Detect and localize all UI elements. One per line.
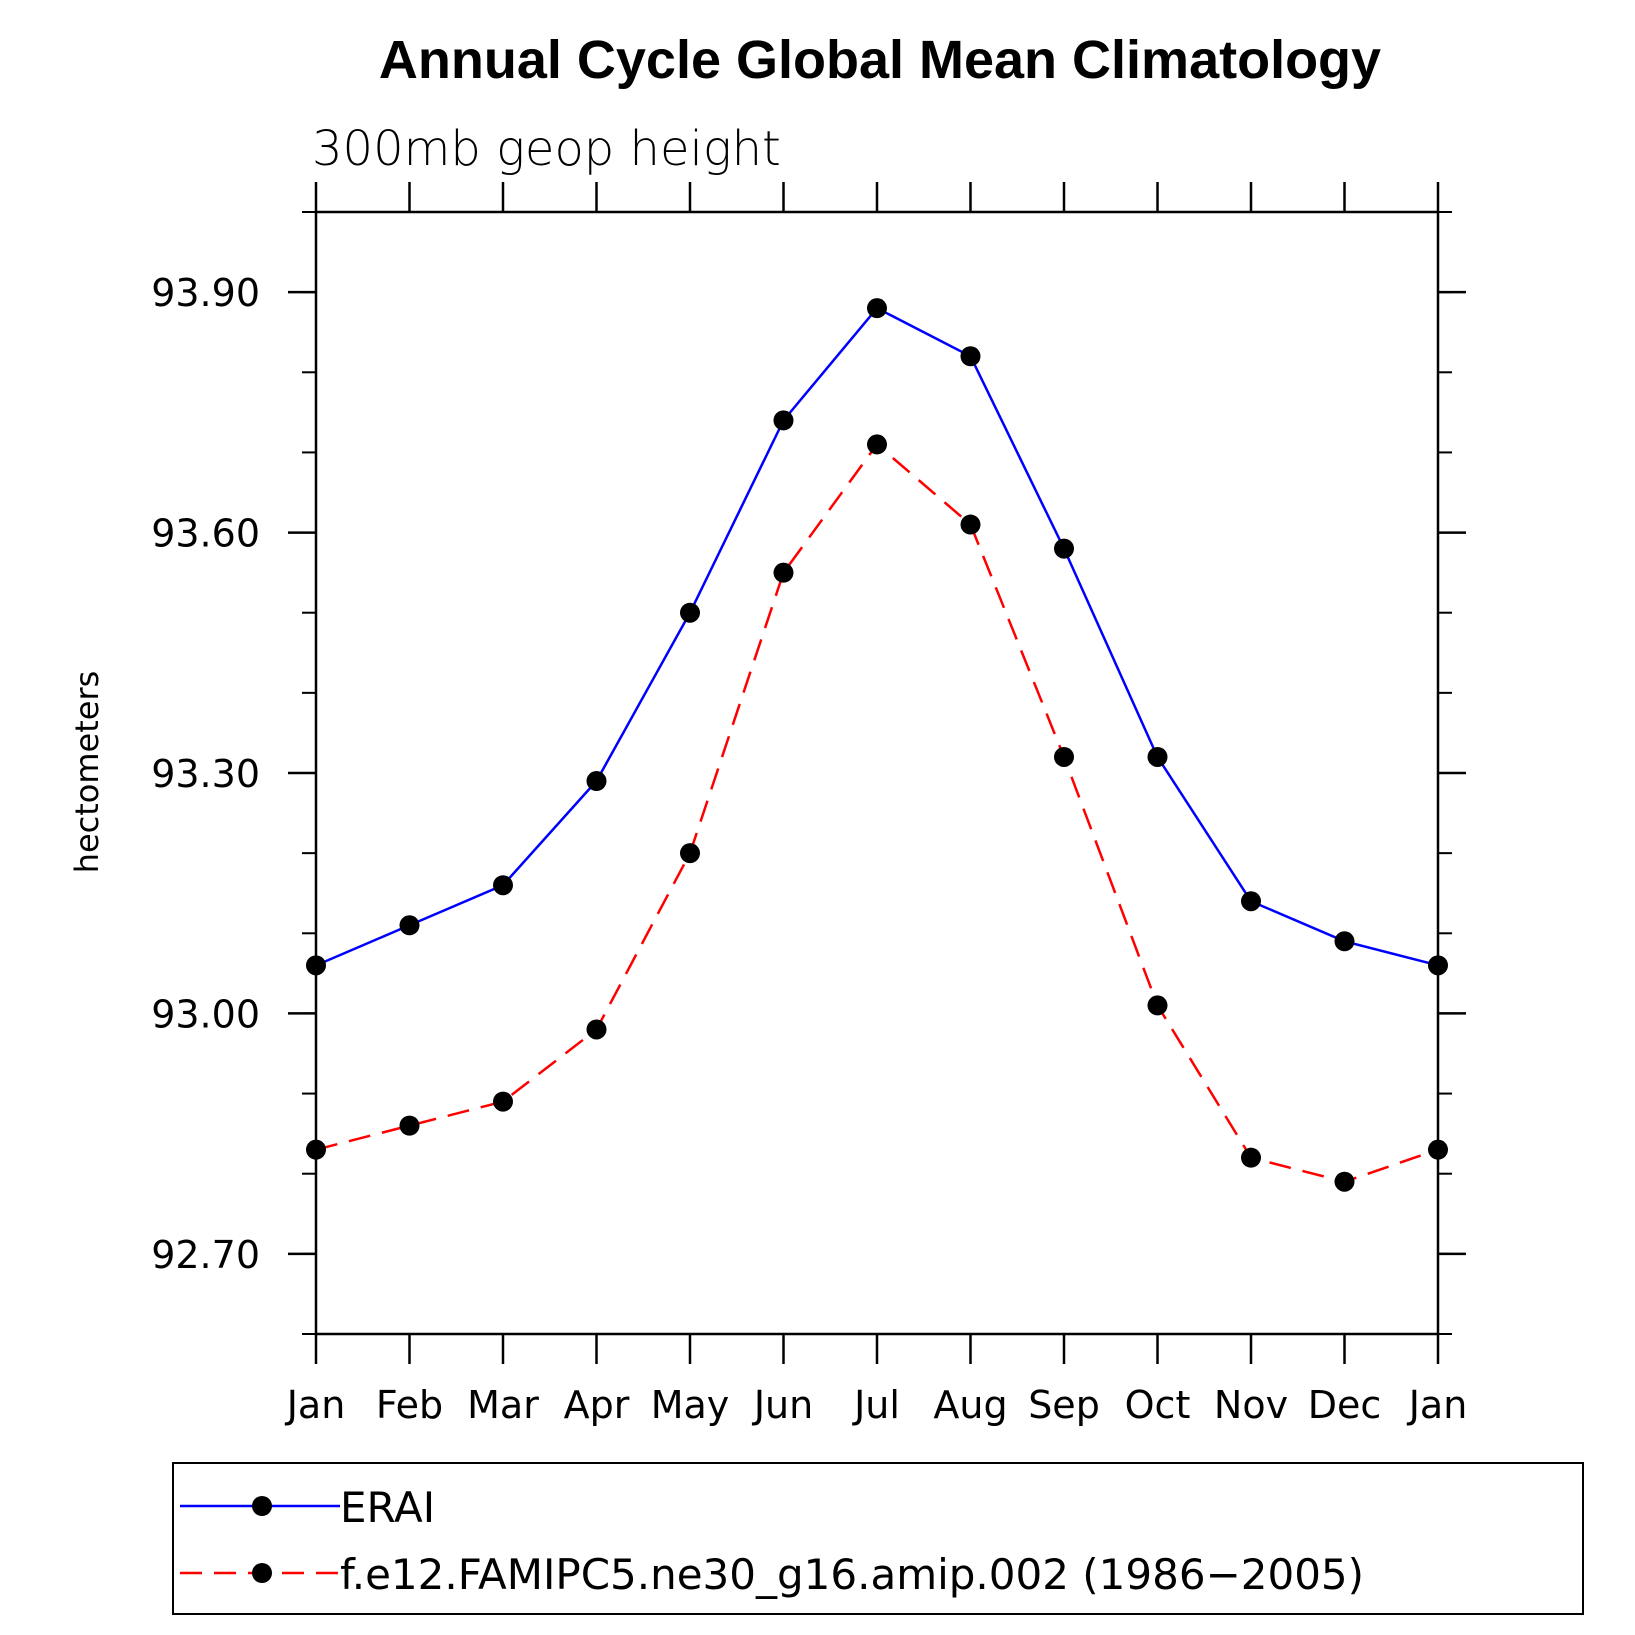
data-point-0: [867, 298, 887, 319]
y-tick-label: 93.30: [151, 752, 260, 796]
data-point-0: [399, 915, 420, 936]
x-tick-label: Oct: [1125, 1383, 1191, 1427]
data-point-1: [960, 514, 981, 535]
x-tick-label: Jan: [285, 1383, 346, 1427]
y-tick-label: 93.90: [151, 271, 260, 315]
series-line-1: [315, 442, 1439, 1184]
legend-marker-erai: [252, 1496, 272, 1516]
legend-marker-model: [252, 1563, 272, 1583]
y-tick-label: 92.70: [151, 1233, 260, 1277]
data-point-1: [1054, 746, 1074, 767]
legend-label-erai: ERAI: [340, 1483, 435, 1532]
x-tick-label: Jun: [752, 1383, 813, 1427]
y-tick-label: 93.00: [151, 992, 260, 1036]
data-point-1: [680, 843, 700, 864]
legend: ERAI f.e12.FAMIPC5.ne30_g16.amip.002 (19…: [172, 1462, 1584, 1615]
x-tick-label: Feb: [376, 1383, 443, 1427]
legend-item-erai: ERAI: [180, 1483, 435, 1532]
axes: Jan Feb Mar Apr May Jun Jul Aug Sep Oct Nov Dec Jan 9…: [151, 182, 1467, 1427]
data-point-0: [1054, 538, 1074, 559]
data-point-1: [586, 1019, 607, 1040]
legend-label-model: f.e12.FAMIPC5.ne30_g16.amip.002 (1986−20…: [340, 1550, 1364, 1599]
x-tick-label: Dec: [1308, 1383, 1382, 1427]
data-point-1: [1241, 1147, 1261, 1168]
x-tick-label: Jan: [1407, 1383, 1468, 1427]
data-point-0: [1428, 955, 1448, 976]
x-tick-label: Jul: [852, 1383, 900, 1427]
series-line-0: [315, 306, 1439, 967]
data-point-1: [1428, 1139, 1448, 1160]
data-point-0: [773, 410, 794, 431]
chart-title: Annual Cycle Global Mean Climatology: [379, 30, 1381, 90]
chart-subtitle: 300mb geop height: [312, 121, 781, 177]
data-point-1: [773, 562, 794, 583]
data-point-1: [867, 434, 887, 455]
y-axis-label: hectometers: [68, 671, 106, 874]
data-point-0: [1241, 891, 1261, 912]
y-tick-label: 93.60: [151, 512, 260, 556]
data-point-1: [1334, 1171, 1355, 1192]
legend-item-model: f.e12.FAMIPC5.ne30_g16.amip.002 (1986−20…: [180, 1550, 1364, 1599]
x-tick-label: Aug: [933, 1383, 1007, 1427]
series-layer: [306, 298, 1448, 1192]
x-tick-label: Nov: [1214, 1383, 1288, 1427]
data-point-0: [1334, 931, 1355, 952]
x-tick-label: May: [651, 1383, 730, 1427]
plot-frame: [314, 210, 1440, 1336]
data-point-0: [306, 955, 326, 976]
legend-frame: [172, 1462, 1584, 1615]
data-point-0: [680, 602, 700, 623]
data-point-0: [493, 875, 513, 896]
data-point-1: [1147, 995, 1168, 1016]
data-point-1: [399, 1115, 420, 1136]
x-tick-label: Sep: [1028, 1383, 1100, 1427]
data-point-0: [586, 771, 607, 792]
data-point-1: [306, 1139, 326, 1160]
data-point-0: [1147, 746, 1168, 767]
data-point-0: [960, 346, 981, 367]
x-tick-label: Mar: [467, 1383, 539, 1427]
x-tick-label: Apr: [564, 1383, 630, 1427]
data-point-1: [493, 1091, 513, 1112]
